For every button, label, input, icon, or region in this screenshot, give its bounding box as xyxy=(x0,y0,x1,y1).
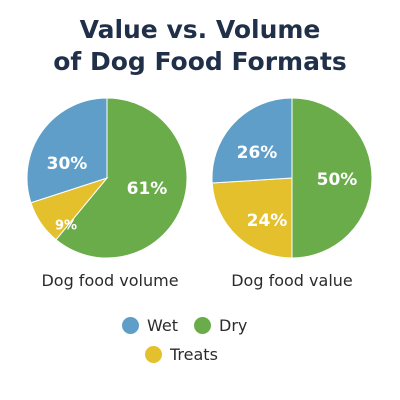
chart-title-line-1: Value vs. Volume xyxy=(79,15,321,44)
legend-label-dry: Dry xyxy=(219,316,248,335)
pie-caption-volume: Dog food volume xyxy=(41,271,179,290)
slice-label-wet: 26% xyxy=(237,143,278,163)
chart-title: Value vs. Volume of Dog Food Formats xyxy=(0,14,400,78)
pie-slice-treats xyxy=(211,177,293,259)
slice-label-treats: 9% xyxy=(55,219,77,234)
pie-chart-volume: 30% 61% 9% xyxy=(26,97,188,259)
legend-swatch-wet xyxy=(122,317,139,334)
pie-slice-dry xyxy=(55,97,188,259)
slice-label-dry: 50% xyxy=(317,170,358,190)
legend-swatch-treats xyxy=(145,346,162,363)
pie-caption-value: Dog food value xyxy=(231,271,353,290)
slice-label-dry: 61% xyxy=(127,179,168,199)
slice-label-wet: 30% xyxy=(47,154,88,174)
slice-label-treats: 24% xyxy=(247,211,288,231)
pie-slice-wet xyxy=(211,97,293,184)
legend-item-treats: Treats xyxy=(145,345,218,364)
legend-label-wet: Wet xyxy=(147,316,178,335)
legend-label-treats: Treats xyxy=(170,345,218,364)
pie-slice-wet xyxy=(26,97,108,204)
chart-title-line-2: of Dog Food Formats xyxy=(53,47,347,76)
pie-slice-dry xyxy=(291,97,373,259)
legend-swatch-dry xyxy=(194,317,211,334)
pie-chart-value: 26% 50% 24% xyxy=(211,97,373,259)
legend-item-wet: Wet xyxy=(122,316,178,335)
legend-item-dry: Dry xyxy=(194,316,247,335)
